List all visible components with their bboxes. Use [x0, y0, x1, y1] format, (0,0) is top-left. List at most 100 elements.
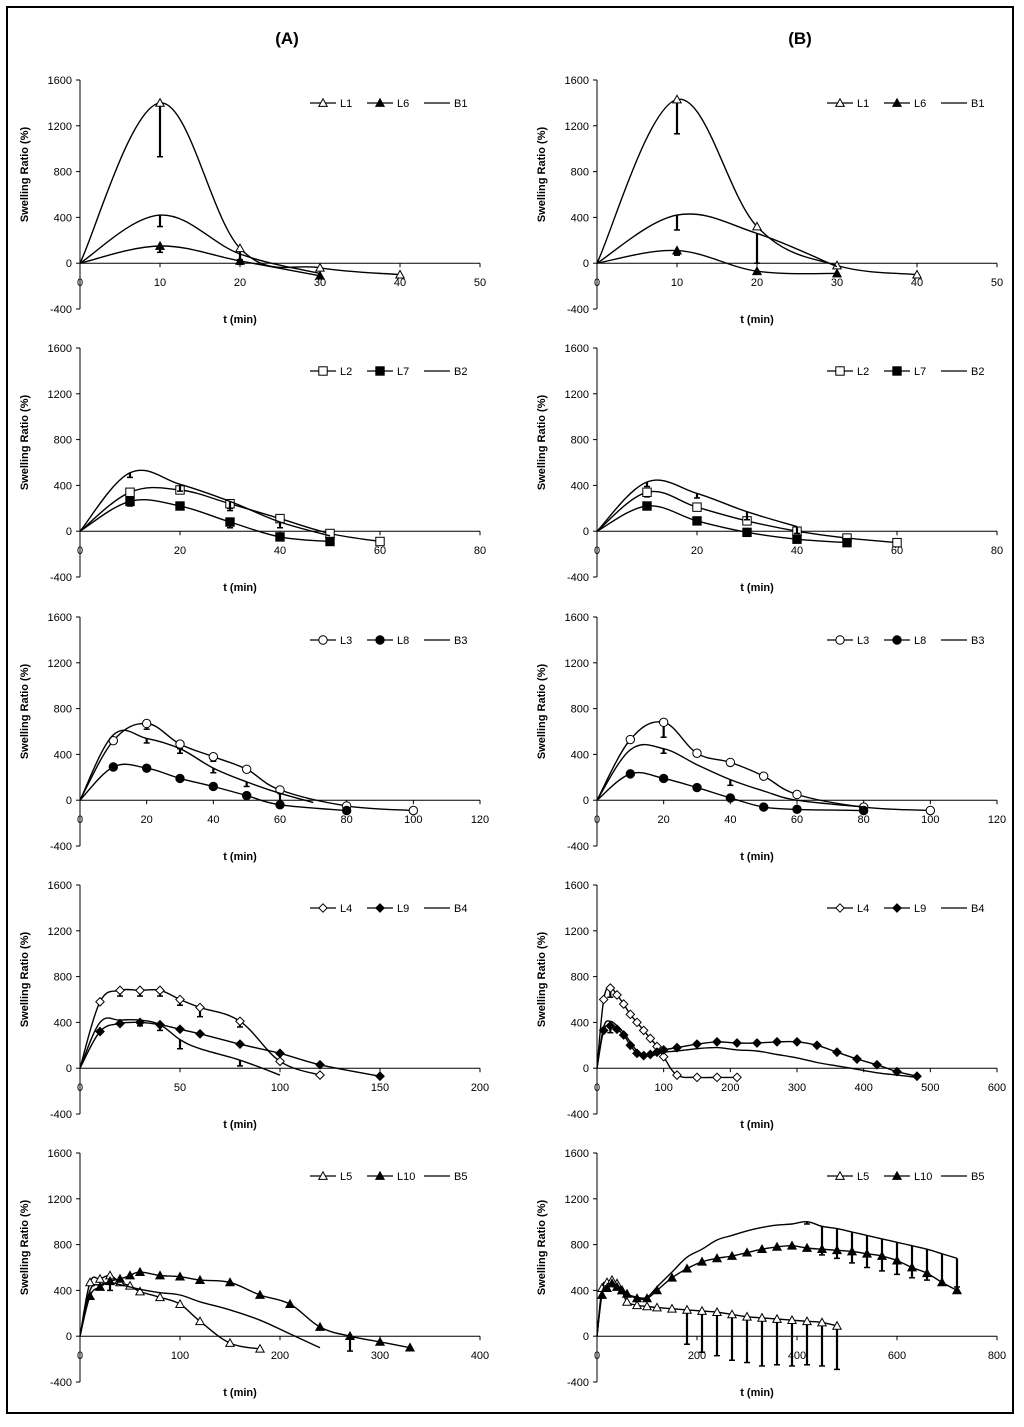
data-point-L9: [315, 1059, 325, 1070]
column-title-b: (B): [788, 29, 812, 48]
legend-label-L4: L4: [340, 903, 352, 915]
x-tick-label: 500: [921, 1082, 939, 1094]
y-tick-label: -400: [50, 841, 72, 853]
legend-label-L10: L10: [914, 1171, 932, 1183]
data-point-L9: [912, 1071, 922, 1082]
legend: L4 L9 B4: [827, 903, 984, 915]
y-tick-label: 1600: [48, 75, 72, 87]
legend-label-B5: B5: [454, 1171, 467, 1183]
data-point-L9: [95, 1026, 105, 1037]
y-axis-label: Swelling Ratio (%): [536, 931, 548, 1027]
y-tick-label: -400: [567, 1377, 589, 1389]
x-tick-label: 80: [858, 814, 870, 826]
y-tick-label: 800: [54, 435, 72, 447]
data-point-L10: [344, 1330, 356, 1341]
data-point-L3: [725, 757, 736, 768]
legend-marker-L3: [318, 635, 328, 645]
y-tick-label: 800: [571, 167, 589, 179]
series-B1: [79, 214, 321, 275]
data-point-L10: [801, 1242, 813, 1252]
legend-marker-L10: [374, 1170, 386, 1180]
y-tick-label: 1200: [48, 389, 72, 401]
x-tick-label: 0: [594, 545, 600, 557]
legend-label-L6: L6: [914, 98, 926, 110]
chart-panel-A2: -400 0 400 800 1200 1600 0 20 40 60 80 t (min) Swell…: [19, 343, 486, 594]
x-tick-label: 40: [274, 545, 286, 557]
x-tick-label: 10: [154, 277, 166, 289]
data-point-L9: [872, 1059, 882, 1070]
y-tick-label: 1200: [48, 926, 72, 938]
y-tick-label: 1200: [565, 389, 589, 401]
legend-marker-L1: [834, 97, 846, 107]
data-point-L9: [235, 1039, 245, 1050]
legend-label-L3: L3: [857, 635, 869, 647]
legend-marker-L4: [835, 903, 845, 913]
series-line-L7: [596, 505, 848, 544]
data-point-L5: [741, 1311, 753, 1321]
data-point-L9: [712, 1036, 722, 1047]
data-point-L5: [816, 1317, 828, 1327]
data-point-L8: [341, 805, 352, 816]
data-point-L10: [254, 1289, 266, 1299]
x-tick-label: 50: [991, 277, 1003, 289]
x-tick-label: 0: [77, 1350, 83, 1362]
legend-marker-L2: [835, 366, 845, 376]
x-tick-label: 0: [594, 1350, 600, 1362]
series-B5: [596, 1220, 960, 1337]
series-line-L7: [79, 499, 331, 543]
data-point-L10: [951, 1285, 963, 1295]
chart-panel-A5: -400 0 400 800 1200 1600 0 100 200 300 400 t (min) S…: [19, 1148, 489, 1399]
legend-marker-L5: [834, 1170, 846, 1180]
data-point-L4: [712, 1072, 722, 1083]
data-point-L5: [174, 1298, 186, 1308]
data-point-L6: [671, 245, 683, 255]
data-point-L9: [632, 1048, 642, 1059]
y-tick-label: 1600: [565, 75, 589, 87]
legend-label-B3: B3: [454, 635, 467, 647]
data-point-L4: [605, 983, 616, 993]
y-axis-label: Swelling Ratio (%): [19, 931, 31, 1027]
y-axis-label: Swelling Ratio (%): [19, 126, 31, 222]
data-point-L9: [275, 1048, 285, 1059]
data-point-L2: [325, 528, 335, 539]
data-point-L8: [108, 762, 119, 772]
data-point-L10: [124, 1270, 136, 1280]
data-point-L8: [141, 763, 152, 773]
legend: L1 L6 B1: [827, 97, 984, 110]
legend-label-L7: L7: [914, 366, 926, 378]
x-tick-label: 100: [654, 1082, 672, 1094]
y-tick-label: 400: [54, 1017, 72, 1029]
series-line-L1: [79, 102, 401, 276]
y-tick-label: 0: [66, 258, 72, 270]
data-point-L10: [134, 1266, 146, 1276]
data-point-L10: [224, 1277, 236, 1287]
data-point-L6: [751, 265, 763, 276]
y-tick-label: 1200: [48, 658, 72, 670]
y-tick-label: 400: [571, 749, 589, 761]
y-tick-label: 1600: [48, 1148, 72, 1160]
data-point-L10: [666, 1272, 678, 1282]
y-tick-label: 1600: [565, 1148, 589, 1160]
chart-panel-B5: -400 0 400 800 1200 1600 0 200 400 600 800 t (min) S…: [536, 1148, 1006, 1399]
data-point-L9: [852, 1054, 862, 1064]
x-tick-label: 40: [394, 277, 406, 289]
data-point-L4: [658, 1051, 669, 1062]
data-point-L7: [842, 537, 852, 548]
x-tick-label: 300: [371, 1350, 389, 1362]
x-tick-label: 80: [991, 545, 1003, 557]
data-point-L2: [892, 537, 902, 548]
data-point-L4: [692, 1072, 702, 1083]
data-point-L8: [692, 782, 702, 793]
y-tick-label: 1200: [48, 1194, 72, 1206]
data-point-L9: [375, 1071, 385, 1082]
series-L10: [79, 1266, 416, 1352]
series-line-B1: [596, 213, 838, 268]
legend-marker-L9: [375, 903, 385, 913]
series-line-B2: [79, 469, 331, 537]
y-tick-label: -400: [567, 1109, 589, 1121]
series-B3: [79, 729, 314, 805]
legend-marker-L7: [375, 366, 385, 376]
y-tick-label: 400: [571, 212, 589, 224]
data-point-L5: [666, 1303, 678, 1313]
